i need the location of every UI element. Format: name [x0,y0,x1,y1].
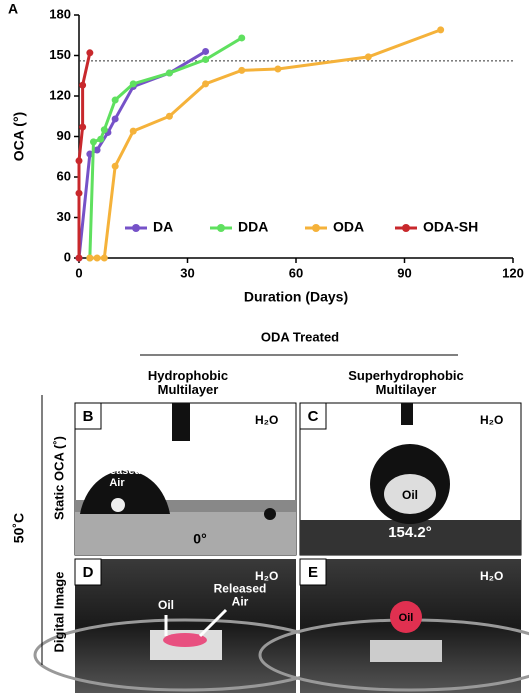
point [93,254,101,262]
droplet [80,470,170,514]
medium-label: H₂O [255,413,278,427]
legend-marker [402,224,410,232]
x-tick-label: 30 [180,265,194,280]
panel-label: E [308,564,318,581]
point [129,127,137,135]
y-tick-label: 180 [49,6,71,21]
oil-drop [390,601,422,633]
legend-label: ODA [333,219,364,235]
medium-label: H₂O [480,413,503,427]
point [79,81,87,89]
point [129,80,137,88]
point [86,254,94,262]
label-box [74,402,102,430]
point [97,135,105,143]
sample [370,640,442,662]
point [202,47,210,55]
angle-label: 0° [193,531,206,547]
column-title: Hydrophobic Multilayer [148,368,228,397]
point [111,115,119,123]
annotation: Oil [158,598,174,612]
label-box [299,558,327,586]
legend-label: DDA [238,219,268,235]
y-tick-label: 60 [57,168,71,183]
x-tick-label: 90 [397,265,411,280]
point [89,138,97,146]
point [75,157,83,165]
group-title: ODA Treated [261,329,339,344]
row-group-label: 50˚C [11,513,27,543]
needle [401,403,413,425]
legend-marker [132,224,140,232]
point [86,49,94,57]
panel-label: C [308,408,319,425]
panel-d [75,559,296,693]
bubble [264,508,276,520]
angle-label: 154.2° [388,524,432,541]
panel-label: B [83,408,94,425]
point [437,26,445,34]
x-axis-label: Duration (Days) [244,289,348,305]
y-tick-label: 0 [64,249,71,264]
panel-label: D [83,564,94,581]
air-bubble [111,498,125,512]
y-tick-label: 120 [49,87,71,102]
oil-drop [384,474,436,514]
point [111,162,119,170]
point [100,254,108,262]
point [165,69,173,77]
label-box [74,558,102,586]
arrow [198,608,228,638]
panel-label: A [8,1,18,17]
point [100,126,108,134]
row-label: Static OCA (˚) [51,436,66,520]
legend-label: ODA-SH [423,219,478,235]
row-label: Digital Image [51,572,66,653]
annotation: Released Air [214,582,267,609]
needle [172,403,190,441]
oil-spot [163,633,207,647]
medium-label: H₂O [480,569,503,583]
substrate [75,512,296,555]
legend-label: DA [153,219,173,235]
series-line [77,52,92,258]
point [111,96,119,104]
point [238,66,246,74]
point [238,34,246,42]
y-tick-label: 30 [57,209,71,224]
column-title: Superhydrophobic Multilayer [348,368,464,397]
point [165,112,173,120]
label-box [299,402,327,430]
medium-label: H₂O [255,569,278,583]
point [93,146,101,154]
y-axis-label: OCA (°) [11,112,27,161]
point [364,53,372,61]
y-tick-label: 150 [49,47,71,62]
annotation: Released Air [93,465,141,489]
legend-marker [217,224,225,232]
point [202,56,210,64]
point [75,189,83,197]
point [75,254,83,262]
y-tick-label: 90 [57,128,71,143]
annotation: Oil [402,488,418,502]
substrate [300,520,521,555]
point [79,123,87,131]
point [274,65,282,73]
annotation: Oil [399,612,414,624]
x-tick-label: 60 [289,265,303,280]
x-tick-label: 0 [75,265,82,280]
x-tick-label: 120 [502,265,524,280]
point [202,80,210,88]
legend-marker [312,224,320,232]
